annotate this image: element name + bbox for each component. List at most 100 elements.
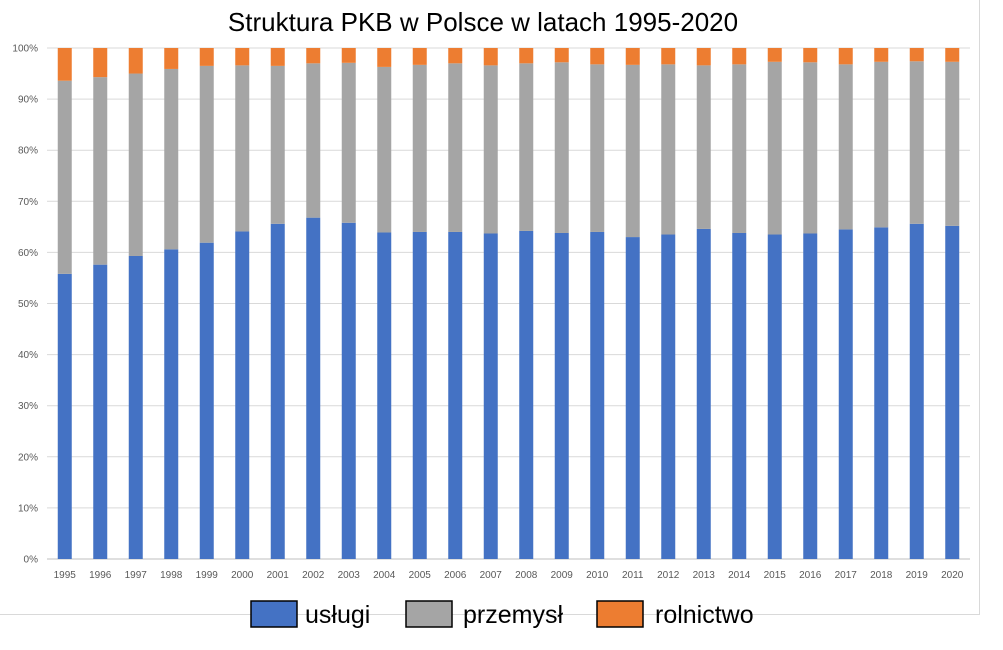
y-tick-label: 30% <box>18 401 38 412</box>
bar-segment <box>306 48 321 64</box>
bar-segment <box>448 48 463 64</box>
bar-segment <box>377 48 392 67</box>
y-tick-label: 40% <box>18 350 38 361</box>
bar-segment <box>270 48 285 66</box>
bar-segment <box>341 62 356 223</box>
legend-label: przemysł <box>463 601 563 629</box>
bar-segment <box>377 232 392 559</box>
y-tick-label: 20% <box>18 452 38 463</box>
bar-segment <box>235 231 250 559</box>
bar-segment <box>57 48 72 81</box>
bar-segment <box>661 64 676 235</box>
bar-segment <box>945 225 960 559</box>
bar-segment <box>874 48 889 62</box>
bar-segment <box>767 48 782 62</box>
bar-segment <box>554 48 569 63</box>
bar-segment <box>838 48 853 65</box>
chart-area <box>0 0 980 615</box>
bar-segment <box>483 233 498 560</box>
bar-segment <box>909 223 924 559</box>
bar-segment <box>625 64 640 238</box>
bar-segment <box>590 64 605 232</box>
legend: usługi przemysł rolnictwo <box>250 600 754 629</box>
legend-swatch <box>405 600 453 628</box>
bar-segment <box>128 48 143 74</box>
bar-segment <box>519 48 534 64</box>
bar-segment <box>590 48 605 65</box>
x-tick-label: 2002 <box>302 570 325 581</box>
legend-label: usługi <box>305 601 370 629</box>
y-tick-label: 100% <box>12 44 38 55</box>
bar-segment <box>519 230 534 560</box>
bar-segment <box>554 62 569 233</box>
bar-segment <box>945 48 960 62</box>
bar-segment <box>235 65 250 232</box>
y-tick-label: 90% <box>18 95 38 106</box>
bar-segment <box>448 63 463 232</box>
x-tick-label: 2008 <box>515 570 538 581</box>
x-tick-label: 2012 <box>657 570 680 581</box>
x-tick-label: 2007 <box>480 570 503 581</box>
bars <box>57 48 960 560</box>
x-tick-label: 2003 <box>338 570 361 581</box>
x-tick-label: 2018 <box>870 570 893 581</box>
bar-segment <box>235 48 250 66</box>
bar-segment <box>341 48 356 63</box>
legend-swatch <box>250 600 298 628</box>
bar-segment <box>57 273 72 559</box>
bar-segment <box>519 63 534 231</box>
x-tick-label: 2005 <box>409 570 432 581</box>
y-tick-label: 10% <box>18 503 38 514</box>
x-tick-label: 2006 <box>444 570 467 581</box>
x-tick-label: 2009 <box>551 570 574 581</box>
bar-segment <box>696 48 711 66</box>
bar-segment <box>696 65 711 229</box>
bar-segment <box>483 65 498 234</box>
x-tick-label: 2020 <box>941 570 964 581</box>
bar-segment <box>732 64 747 233</box>
legend-swatch <box>596 600 644 628</box>
bar-segment <box>625 237 640 559</box>
bar-segment <box>412 231 427 559</box>
bar-segment <box>590 231 605 559</box>
x-tick-label: 2000 <box>231 570 254 581</box>
bar-segment <box>412 64 427 232</box>
bar-segment <box>767 234 782 559</box>
bar-segment <box>732 232 747 559</box>
bar-segment <box>412 48 427 65</box>
bar-segment <box>767 61 782 235</box>
bar-segment <box>625 48 640 65</box>
bar-segment <box>838 229 853 559</box>
bar-segment <box>874 227 889 559</box>
bar-segment <box>270 65 285 224</box>
bar-segment <box>874 61 889 228</box>
bar-segment <box>199 65 214 243</box>
bar-segment <box>803 233 818 560</box>
y-axis-tick-labels: 0% 10% 20% 30% 40% 50% 60% 70% 80% 90% 100% <box>12 44 38 566</box>
bar-segment <box>554 232 569 559</box>
legend-label: rolnictwo <box>655 601 754 629</box>
bar-segment <box>909 48 924 62</box>
bar-segment <box>128 255 143 560</box>
y-tick-label: 60% <box>18 248 38 259</box>
bar-segment <box>164 68 179 250</box>
gridlines <box>47 47 970 560</box>
bar-segment <box>57 80 72 274</box>
x-tick-label: 1995 <box>54 570 77 581</box>
bar-segment <box>270 223 285 559</box>
x-axis-tick-labels: 1995 1996 1997 1998 1999 2000 2001 2002 2003 2004… <box>54 570 964 581</box>
bar-segment <box>128 73 143 256</box>
x-tick-label: 2001 <box>267 570 290 581</box>
bar-segment <box>306 217 321 560</box>
bar-segment <box>377 66 392 233</box>
bar-segment <box>909 61 924 224</box>
x-tick-label: 1997 <box>125 570 148 581</box>
bar-segment <box>448 231 463 559</box>
bar-segment <box>483 48 498 66</box>
chart-title: Struktura PKB w Polsce w latach 1995-202… <box>228 7 738 37</box>
x-tick-label: 2019 <box>906 570 929 581</box>
x-tick-label: 2011 <box>622 570 644 581</box>
bar-segment <box>661 48 676 65</box>
x-tick-label: 1996 <box>89 570 112 581</box>
